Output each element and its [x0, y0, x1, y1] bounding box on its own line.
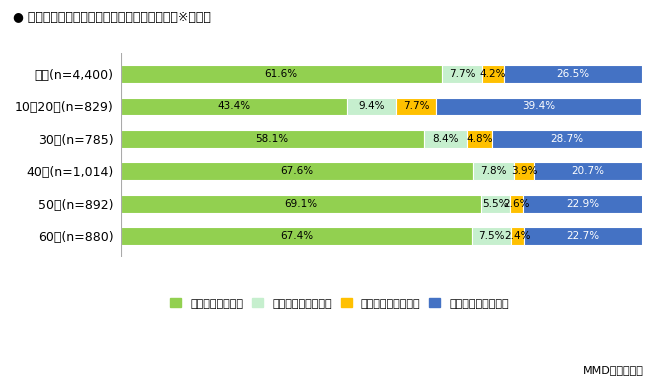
Text: 22.7%: 22.7%: [566, 231, 599, 241]
Bar: [504, 65, 642, 83]
Text: 20.7%: 20.7%: [572, 166, 604, 176]
Text: 2.6%: 2.6%: [503, 199, 530, 209]
Text: 26.5%: 26.5%: [556, 69, 589, 79]
Text: 69.1%: 69.1%: [284, 199, 317, 209]
Text: 5.5%: 5.5%: [482, 199, 509, 209]
Bar: [396, 97, 436, 115]
Bar: [524, 227, 642, 245]
Text: 8.4%: 8.4%: [432, 134, 459, 144]
Bar: [510, 195, 523, 213]
Text: 4.2%: 4.2%: [480, 69, 506, 79]
Text: ● ネット銀行・ネットバンキングの利用経験　※年代別: ● ネット銀行・ネットバンキングの利用経験 ※年代別: [13, 11, 211, 24]
Text: 28.7%: 28.7%: [551, 134, 584, 144]
Bar: [121, 65, 442, 83]
Bar: [514, 163, 534, 180]
Bar: [424, 130, 467, 148]
Text: 39.4%: 39.4%: [522, 102, 555, 111]
Bar: [121, 195, 481, 213]
Bar: [482, 65, 504, 83]
Bar: [436, 97, 641, 115]
Text: 22.9%: 22.9%: [566, 199, 599, 209]
Bar: [492, 130, 642, 148]
Legend: 現在利用している, 過去に利用していた, 利用を検討している, 利用したことはない: 現在利用している, 過去に利用していた, 利用を検討している, 利用したことはな…: [166, 294, 513, 313]
Text: 9.4%: 9.4%: [358, 102, 385, 111]
Text: 58.1%: 58.1%: [256, 134, 288, 144]
Bar: [121, 163, 473, 180]
Bar: [523, 195, 643, 213]
Text: 7.7%: 7.7%: [449, 69, 475, 79]
Bar: [511, 227, 524, 245]
Bar: [121, 227, 472, 245]
Bar: [121, 130, 424, 148]
Bar: [467, 130, 492, 148]
Bar: [472, 227, 511, 245]
Text: 2.4%: 2.4%: [504, 231, 531, 241]
Text: 3.9%: 3.9%: [510, 166, 537, 176]
Bar: [121, 97, 347, 115]
Text: 7.8%: 7.8%: [480, 166, 507, 176]
Text: 61.6%: 61.6%: [265, 69, 298, 79]
Bar: [347, 97, 396, 115]
Bar: [481, 195, 510, 213]
Text: 4.8%: 4.8%: [466, 134, 493, 144]
Text: 43.4%: 43.4%: [217, 102, 250, 111]
Text: 7.7%: 7.7%: [403, 102, 429, 111]
Bar: [473, 163, 514, 180]
Text: 67.6%: 67.6%: [281, 166, 313, 176]
Bar: [534, 163, 642, 180]
Text: 7.5%: 7.5%: [478, 231, 505, 241]
Bar: [442, 65, 482, 83]
Text: 67.4%: 67.4%: [280, 231, 313, 241]
Text: MMD研究所調べ: MMD研究所調べ: [583, 365, 644, 375]
